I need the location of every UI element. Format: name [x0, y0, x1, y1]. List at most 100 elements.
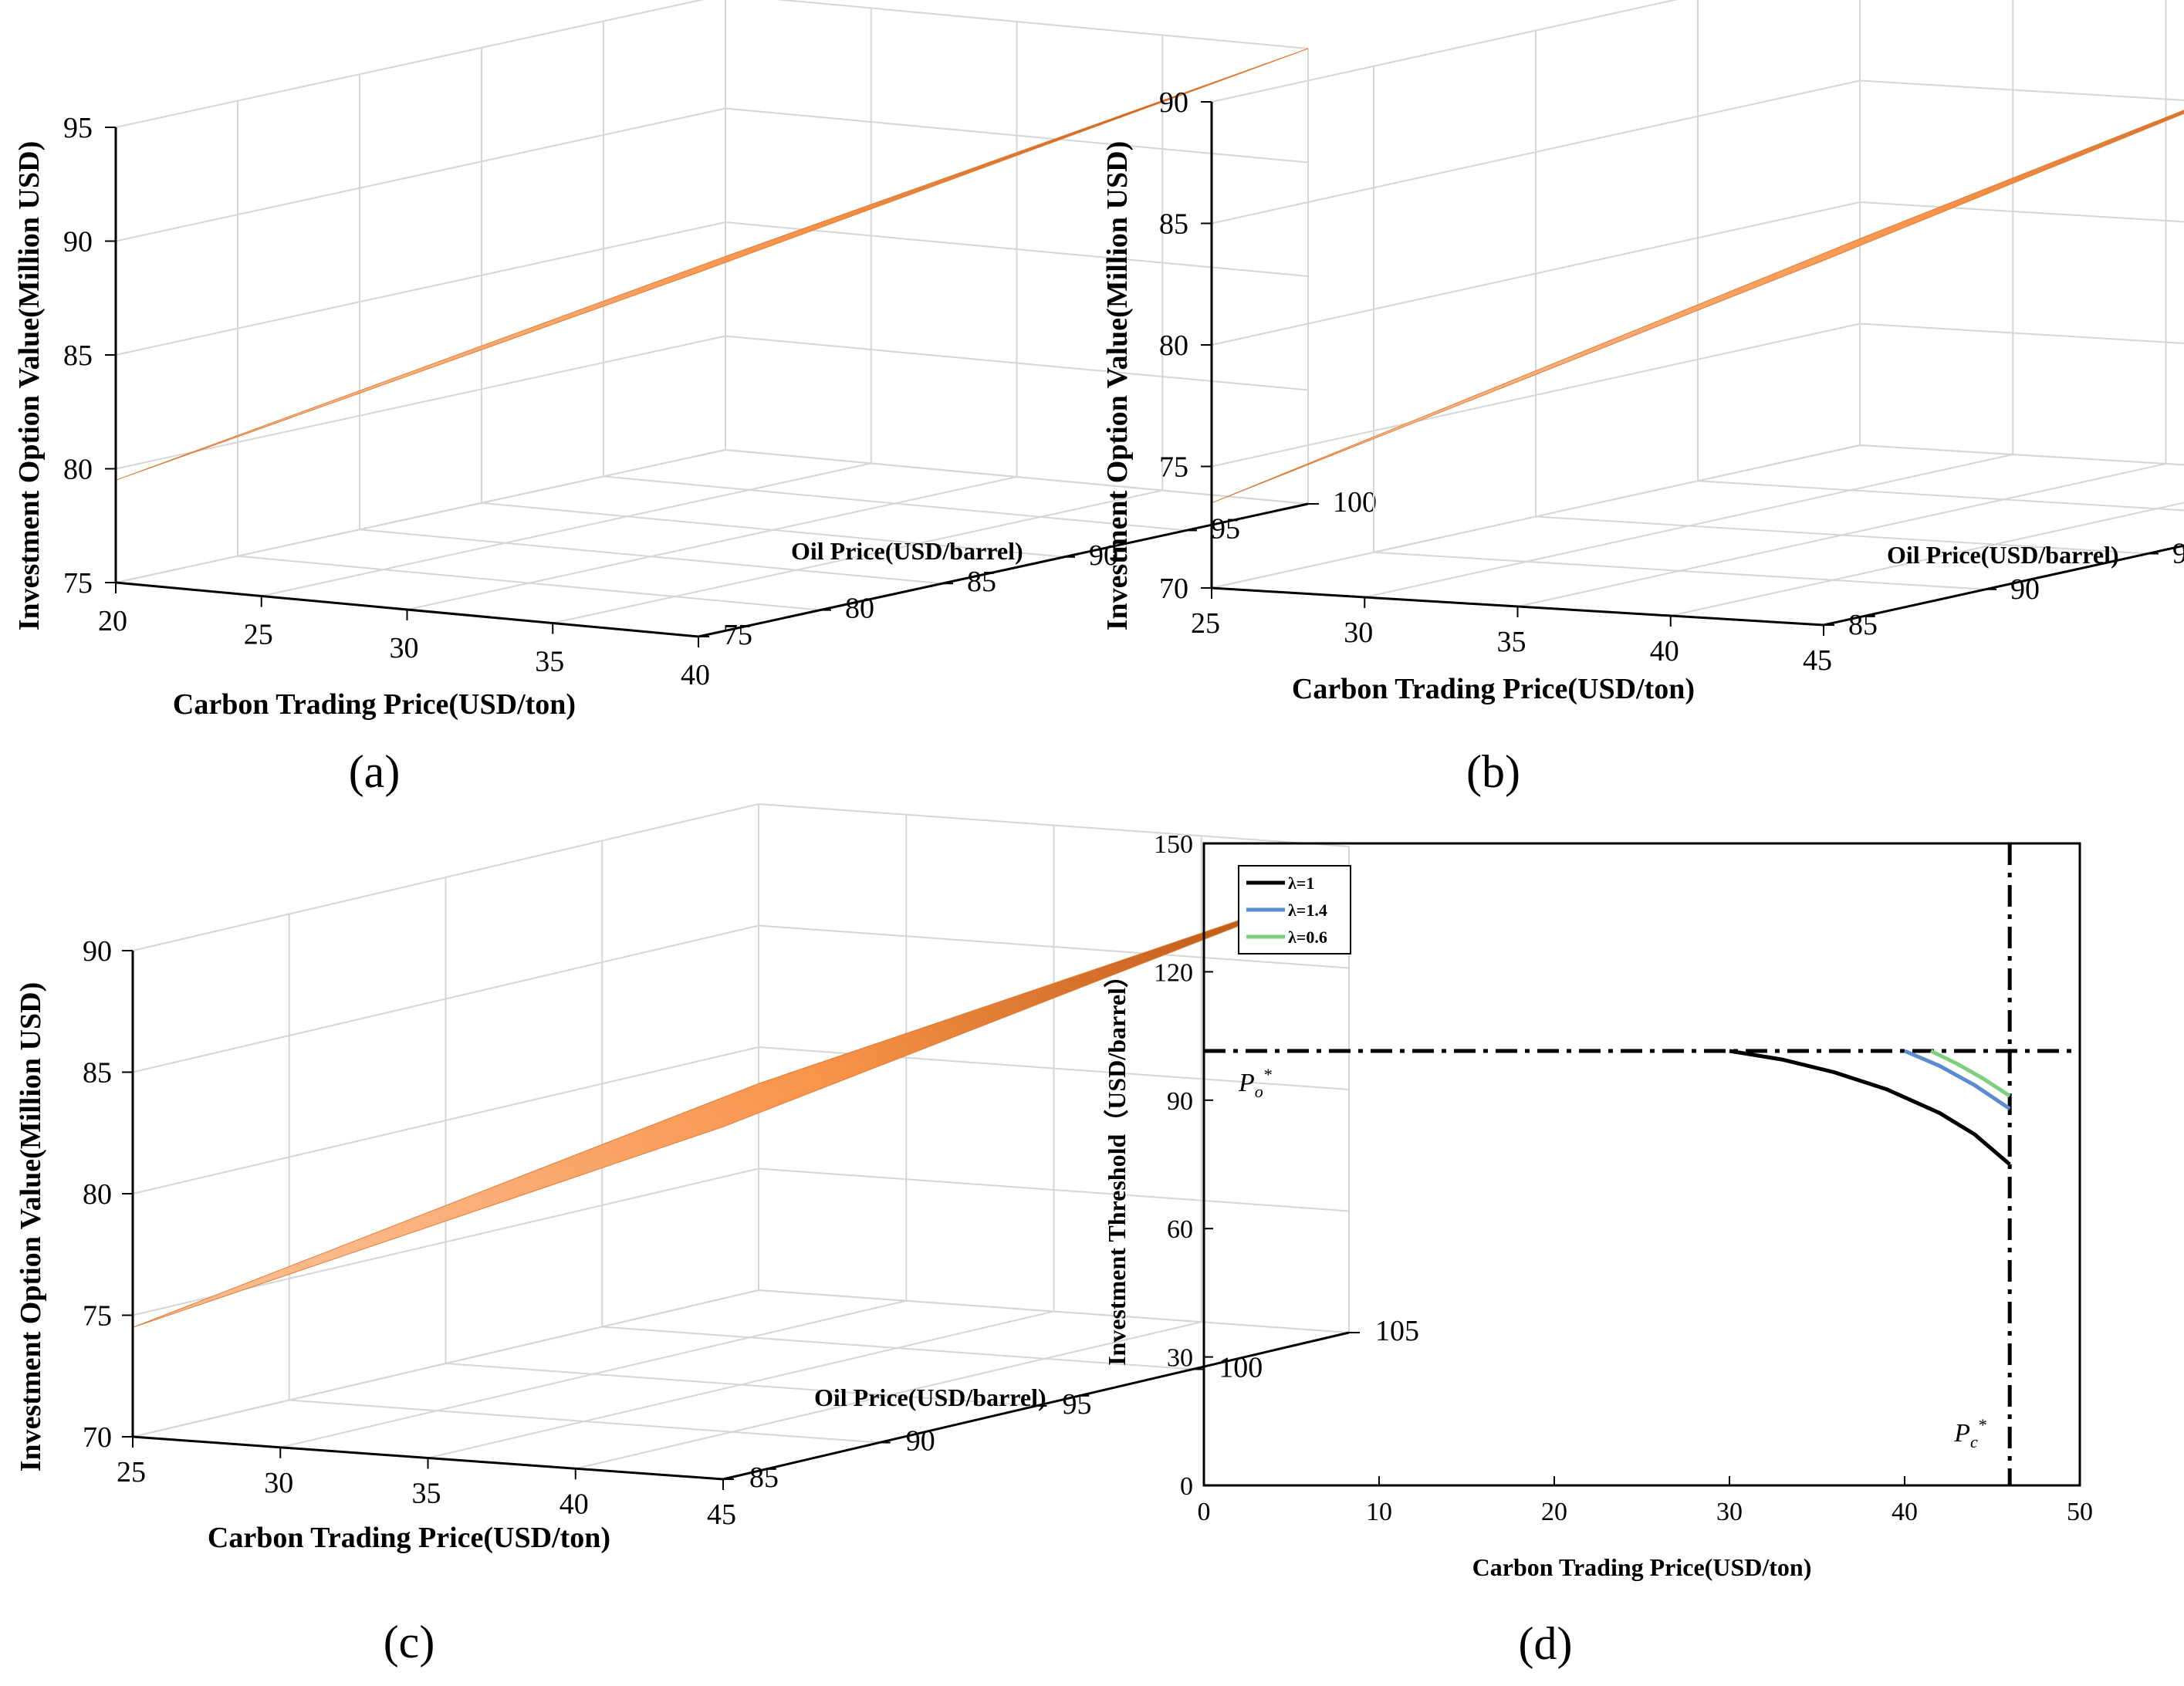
y-tick-label: 150 [1154, 830, 1193, 859]
y-tick-label: 90 [1167, 1087, 1193, 1116]
back-wall-grid-line [758, 803, 1350, 847]
y-tick-label: 120 [1154, 958, 1193, 987]
z-tick-label: 75 [1159, 451, 1188, 484]
y-tick-label: 85 [749, 1461, 779, 1494]
back-wall-grid-line [758, 924, 1350, 969]
y-tick-label: 95 [1063, 1388, 1092, 1421]
left-wall-grid-line [132, 1289, 759, 1438]
floor-grid-line [261, 462, 871, 597]
x-tick-label: 35 [412, 1478, 441, 1510]
back-wall-grid-line [758, 1167, 1350, 1212]
series-line [1929, 1049, 2011, 1098]
back-wall-grid-line [1859, 323, 2184, 344]
z-tick-label: 85 [83, 1057, 112, 1090]
x-tick-label: 25 [117, 1456, 146, 1488]
floor-grid-line [602, 1326, 1193, 1370]
series-line [1729, 1049, 2011, 1166]
y-tick-label: 95 [2172, 538, 2184, 570]
y-tick-label: 105 [1375, 1315, 1419, 1347]
floor-grid-line [1373, 551, 1986, 590]
x-tick-label: 30 [1344, 617, 1373, 649]
left-wall-grid-line [1211, 201, 1861, 346]
left-wall-grid-line [115, 107, 726, 242]
caption: (b) [1466, 746, 1520, 797]
x-tick-label: 20 [1541, 1498, 1567, 1526]
x-tick-label: 45 [1803, 644, 1832, 677]
y-axis-title: Oil Price(USD/barrel) [1887, 541, 2119, 569]
x-tick-label: 0 [1198, 1498, 1211, 1526]
left-wall-grid-line [115, 449, 726, 583]
x-axis-title: Carbon Trading Price(USD/ton) [173, 688, 576, 721]
y-tick-label: 90 [2010, 573, 2040, 606]
left-wall-grid-line [1211, 0, 1679, 103]
z-tick-label: 90 [63, 226, 93, 258]
x-tick-label: 40 [1892, 1498, 1918, 1526]
floor-grid-line [481, 502, 1065, 558]
y-tick-label: 75 [723, 619, 752, 651]
z-tick-label: 85 [1159, 208, 1188, 241]
floor-grid-line [1535, 515, 2149, 555]
z-tick-label: 75 [83, 1300, 112, 1333]
caption: (c) [384, 1617, 435, 1667]
back-wall-grid-line [758, 1289, 1350, 1333]
line-chart-d: 0 10 20 30 40 50 0 30 60 90 120 150 Po* Pc* λ=1 λ=1.4 λ=… [1103, 830, 2093, 1669]
floor-grid-line [445, 1363, 1036, 1407]
x-tick-label: 40 [681, 659, 710, 691]
z-tick-label: 85 [63, 340, 93, 372]
z-tick-label: 90 [1159, 86, 1188, 119]
reference-line-label: Pc* [1953, 1415, 1986, 1451]
y-axis-title: Investment Threshold（USD/barrel） [1103, 963, 1131, 1366]
y-tick-label: 85 [967, 566, 996, 598]
x-tick-label: 30 [264, 1467, 293, 1499]
left-wall-grid-line [132, 1046, 759, 1194]
left-wall-grid-line [132, 803, 759, 951]
plot-frame [1202, 842, 2081, 1487]
x-tick-label: 35 [535, 646, 564, 678]
back-wall-grid-line [1859, 201, 2184, 223]
y-tick-label: 100 [1333, 486, 1377, 519]
x-axis-title: Carbon Trading Price(USD/ton) [208, 1522, 610, 1554]
left-wall-grid-line [1211, 79, 1861, 225]
x-tick-label: 20 [98, 605, 127, 637]
back-wall-grid-line [1859, 79, 2184, 101]
caption: (d) [1519, 1618, 1573, 1669]
x-tick-label: 35 [1497, 626, 1526, 658]
y-tick-label: 100 [1219, 1352, 1263, 1384]
x-tick-label: 30 [390, 632, 419, 664]
x-axis-title: Carbon Trading Price(USD/ton) [1292, 673, 1695, 705]
z-tick-label: 70 [83, 1421, 112, 1454]
left-wall-grid-line [132, 924, 759, 1073]
z-tick-label: 95 [63, 112, 93, 144]
legend-label: λ=0.6 [1288, 927, 1327, 947]
left-wall-grid-line [1211, 323, 1861, 468]
floor-grid-line [359, 529, 943, 585]
y-axis-line [698, 502, 1309, 638]
x-tick-label: 40 [1650, 635, 1679, 667]
z-tick-label: 75 [63, 567, 93, 600]
surface [115, 48, 1309, 481]
y-tick-label: 0 [1180, 1472, 1193, 1501]
x-tick-label: 40 [560, 1488, 589, 1520]
z-axis-title: Investment Option Value(Million USD) [15, 982, 47, 1471]
reference-line-label: Po* [1238, 1065, 1272, 1101]
y-tick-label: 90 [906, 1425, 935, 1458]
floor-grid-line [407, 476, 1017, 610]
left-wall-grid-line [115, 221, 726, 356]
z-tick-label: 90 [83, 935, 112, 968]
y-tick-label: 90 [1089, 539, 1118, 572]
x-tick-label: 25 [244, 619, 273, 651]
floor-grid-line [553, 489, 1163, 624]
caption: (a) [349, 746, 401, 797]
z-tick-label: 80 [63, 454, 93, 486]
left-wall-grid-line [115, 0, 705, 128]
back-wall-grid-line [1859, 444, 2184, 466]
surface [1211, 110, 2184, 504]
floor-grid-line [1697, 480, 2184, 512]
x-tick-label: 10 [1366, 1498, 1392, 1526]
x-tick-label: 45 [707, 1498, 736, 1531]
z-tick-label: 80 [83, 1178, 112, 1211]
y-axis-title: Oil Price(USD/barrel) [814, 1384, 1046, 1411]
